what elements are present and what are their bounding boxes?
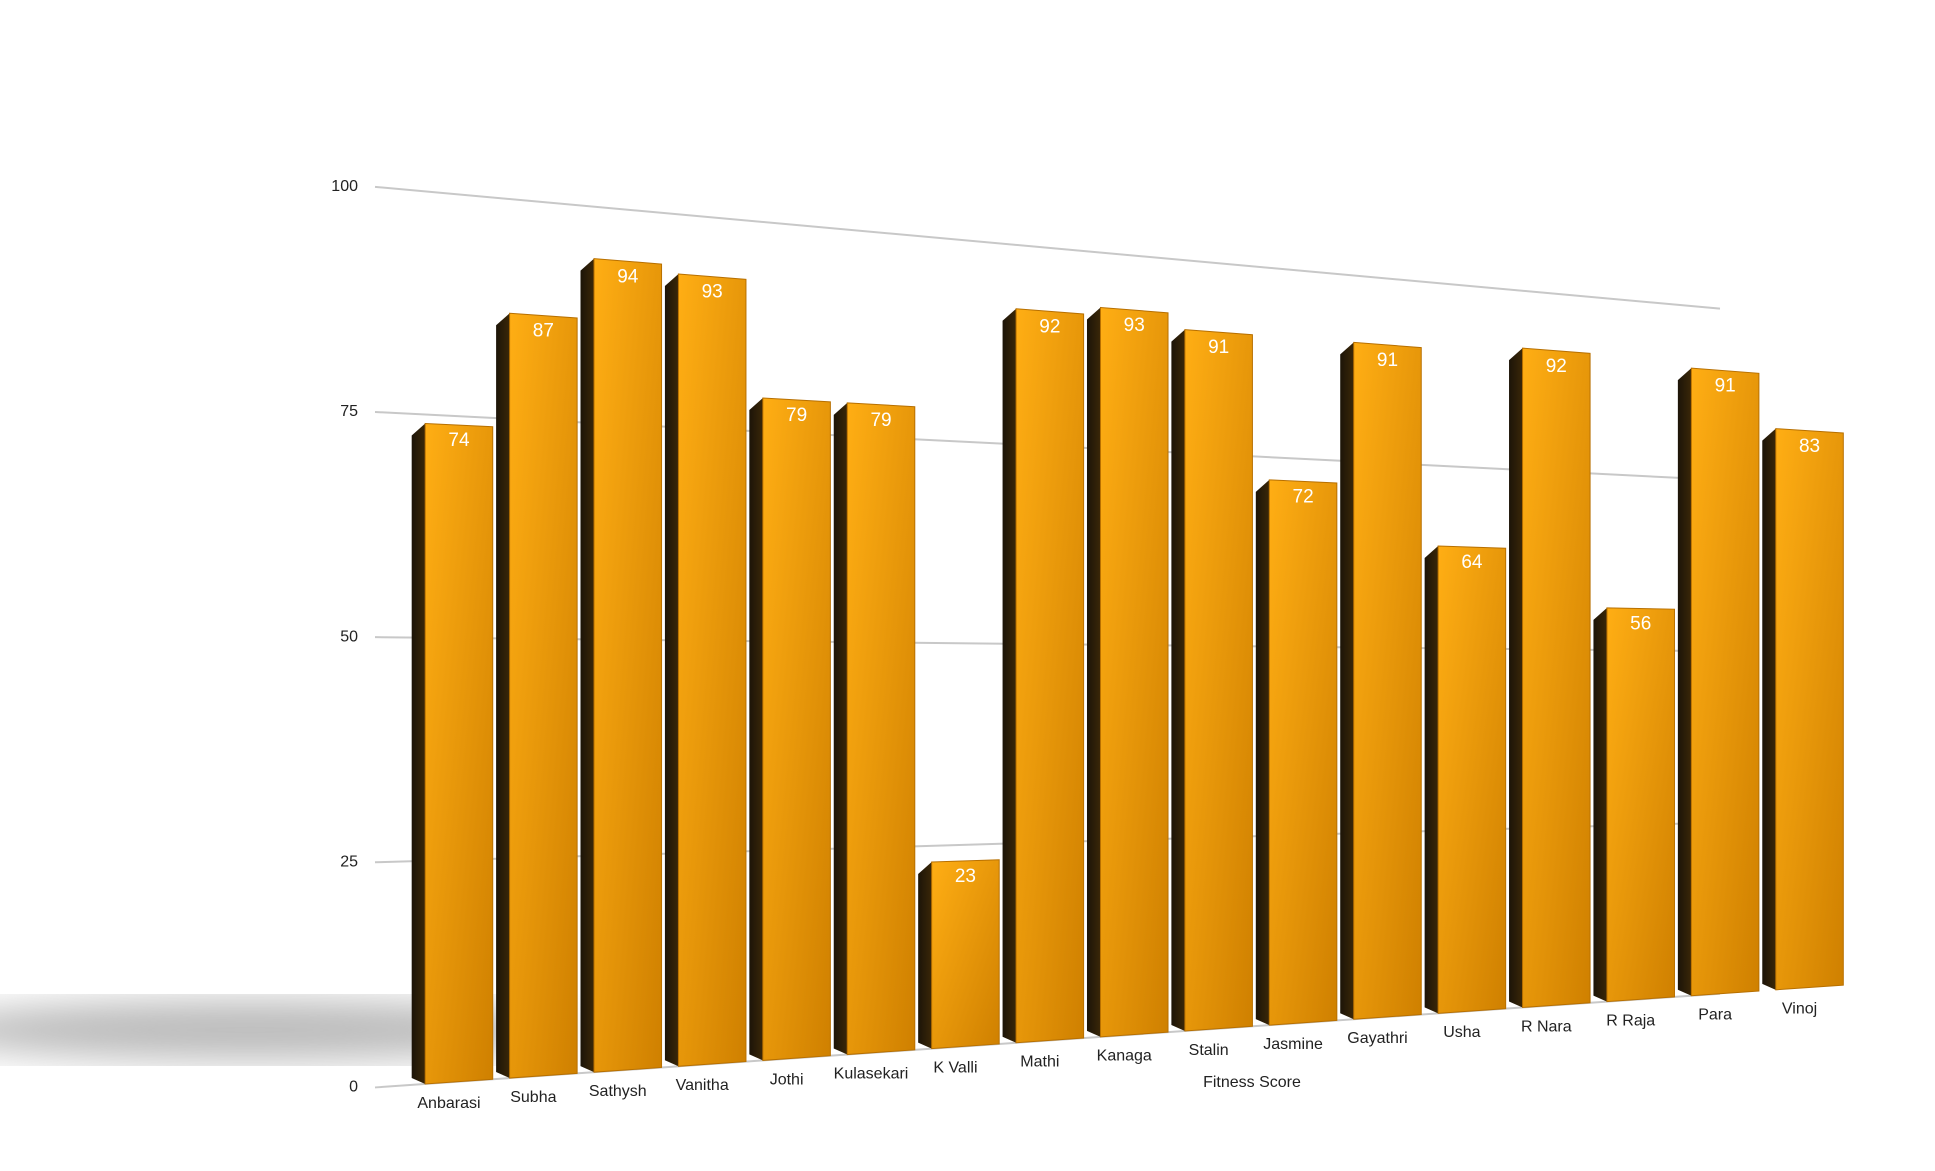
x-tick-label: Usha xyxy=(1443,1024,1480,1041)
x-tick-label: Kulasekari xyxy=(834,1065,909,1082)
x-tick-label: Sathysh xyxy=(589,1083,647,1100)
bar-side xyxy=(749,398,763,1061)
bar xyxy=(762,397,831,1061)
x-axis-title: Fitness Score xyxy=(1203,1074,1301,1091)
x-tick-label: Mathi xyxy=(1020,1054,1059,1071)
x-tick-label: Anbarasi xyxy=(417,1095,480,1112)
y-tick-label: 0 xyxy=(349,1079,358,1096)
bar-side xyxy=(1171,329,1185,1031)
bar xyxy=(1268,479,1338,1026)
x-tick-label: Gayathri xyxy=(1347,1030,1407,1047)
y-tick-label: 25 xyxy=(340,854,358,871)
bar xyxy=(1015,308,1085,1044)
bar-side xyxy=(411,423,426,1084)
value-label: 94 xyxy=(617,266,639,287)
bar-side xyxy=(664,273,679,1067)
bar xyxy=(1184,329,1253,1032)
bar-side xyxy=(1086,307,1101,1037)
bar xyxy=(1690,367,1760,997)
bar xyxy=(424,422,494,1085)
value-label: 92 xyxy=(1546,356,1567,377)
x-tick-label: Jothi xyxy=(770,1071,804,1088)
x-tick-label: Kanaga xyxy=(1097,1048,1152,1065)
bar-side xyxy=(918,862,932,1049)
bar xyxy=(509,312,578,1079)
x-tick-label: Para xyxy=(1698,1007,1732,1024)
value-label: 72 xyxy=(1293,486,1314,507)
value-label: 23 xyxy=(955,866,976,887)
value-label: 91 xyxy=(1715,376,1736,397)
x-tick-label: Jasmine xyxy=(1263,1036,1323,1053)
x-tick-label: Subha xyxy=(510,1089,556,1106)
bar xyxy=(1522,347,1591,1009)
y-tick-label: 100 xyxy=(331,178,358,195)
value-label: 92 xyxy=(1039,316,1060,337)
bar xyxy=(931,859,1000,1050)
value-label: 83 xyxy=(1799,436,1820,457)
bar-side xyxy=(1255,479,1270,1026)
x-tick-label: Vinoj xyxy=(1782,1001,1817,1018)
grid-line xyxy=(374,185,1721,310)
bar-side xyxy=(580,258,595,1073)
x-tick-label: Stalin xyxy=(1189,1042,1229,1059)
bar-side xyxy=(1593,607,1607,1002)
y-tick-label: 75 xyxy=(340,403,358,420)
value-label: 79 xyxy=(870,410,891,431)
bar xyxy=(1353,341,1422,1020)
bar-side xyxy=(1509,348,1523,1008)
value-label: 64 xyxy=(1461,552,1483,573)
bar-side xyxy=(1677,368,1692,996)
bar-side xyxy=(833,402,848,1055)
bar-side xyxy=(1002,308,1017,1043)
bar xyxy=(1099,306,1169,1038)
x-tick-label: K Valli xyxy=(933,1060,977,1077)
bar xyxy=(1606,607,1675,1003)
value-label: 91 xyxy=(1208,337,1229,358)
x-tick-label: R Raja xyxy=(1606,1012,1655,1029)
value-label: 93 xyxy=(1124,315,1145,336)
value-label: 56 xyxy=(1630,614,1651,635)
bar-side xyxy=(1424,546,1439,1014)
value-label: 79 xyxy=(786,405,807,426)
value-label: 93 xyxy=(702,282,723,303)
value-label: 91 xyxy=(1377,350,1398,371)
value-label: 87 xyxy=(533,321,554,342)
bar-side xyxy=(496,313,510,1079)
bar xyxy=(593,258,663,1073)
bar xyxy=(846,402,916,1056)
bar xyxy=(1775,428,1844,991)
value-label: 74 xyxy=(448,430,470,451)
bar-side xyxy=(1762,428,1776,990)
bar xyxy=(677,273,747,1067)
x-tick-label: Vanitha xyxy=(676,1077,729,1094)
bar xyxy=(1437,545,1507,1014)
bar-side xyxy=(1340,342,1354,1020)
x-tick-label: R Nara xyxy=(1521,1018,1572,1035)
y-tick-label: 50 xyxy=(340,628,358,645)
